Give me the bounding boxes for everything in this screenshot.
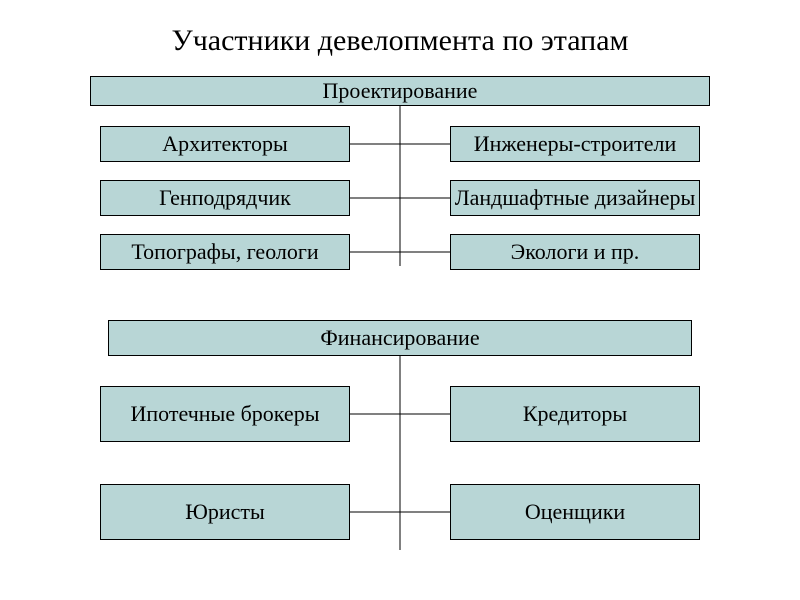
node-0-3: Ландшафтные дизайнеры [450, 180, 700, 216]
node-0-5: Экологи и пр. [450, 234, 700, 270]
node-0-4: Топографы, геологи [100, 234, 350, 270]
section-header-1: Финансирование [108, 320, 692, 356]
node-1-0: Ипотечные брокеры [100, 386, 350, 442]
section-header-0: Проектирование [90, 76, 710, 106]
node-0-2: Генподрядчик [100, 180, 350, 216]
node-1-1: Кредиторы [450, 386, 700, 442]
node-1-3: Оценщики [450, 484, 700, 540]
node-0-0: Архитекторы [100, 126, 350, 162]
node-1-2: Юристы [100, 484, 350, 540]
page-title: Участники девелопмента по этапам [0, 24, 800, 58]
node-0-1: Инженеры-строители [450, 126, 700, 162]
